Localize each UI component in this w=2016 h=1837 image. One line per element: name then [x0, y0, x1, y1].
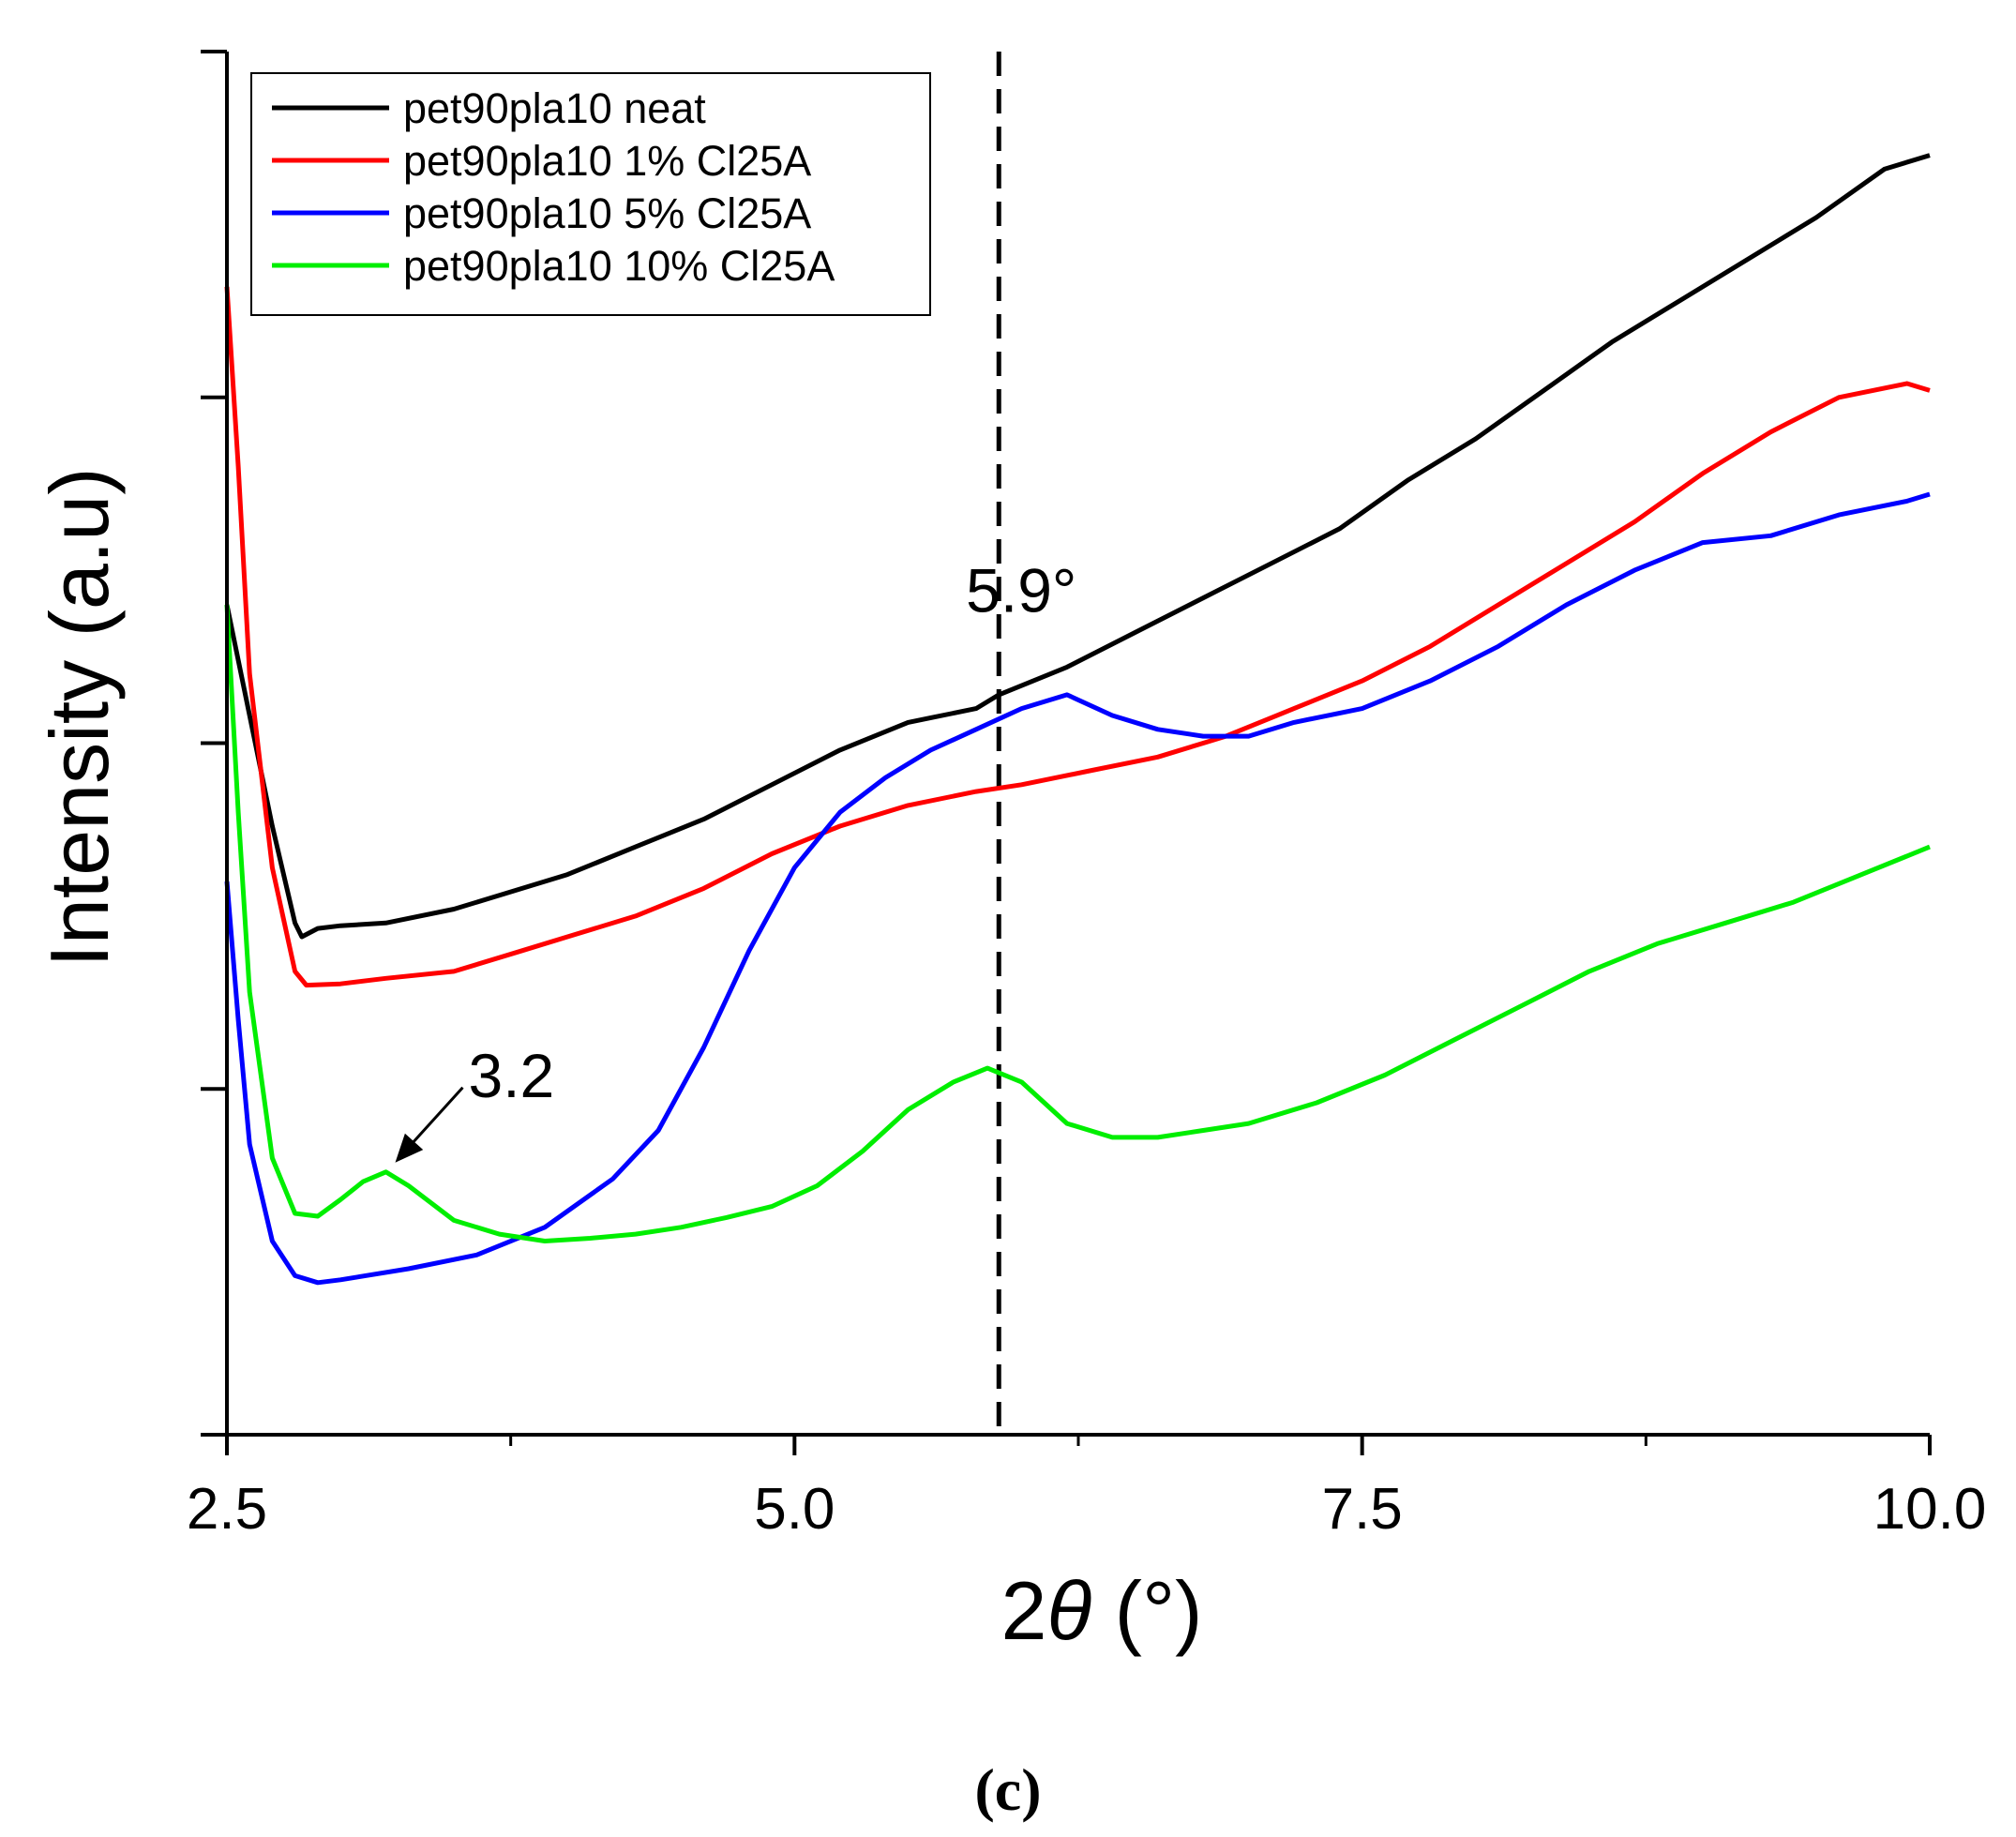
series-group: [224, 153, 1931, 1286]
annotation-3-2: 3.2: [468, 1041, 554, 1110]
x-axis-label-prefix: 2: [1001, 1564, 1047, 1657]
annotation-arrow: [407, 1086, 464, 1149]
x-axis-label-variable: θ: [1046, 1564, 1091, 1657]
annotation-5-9-degrees: 5.9°: [966, 555, 1076, 625]
ticks: 2.5 5.0 7.5 10.0: [187, 50, 1987, 1542]
series-line-3: [224, 491, 1931, 1286]
legend-frame: [250, 72, 931, 316]
series-line-4: [224, 604, 1931, 1243]
x-tick-label: 10.0: [1873, 1477, 1987, 1542]
legend-label-1: pet90pla10 neat: [403, 84, 706, 132]
x-axis-label-unit: (°): [1091, 1564, 1202, 1657]
y-axis-label: Intensity (a.u): [33, 467, 126, 967]
figure-caption: (c): [974, 1756, 1041, 1823]
x-tick-label: 7.5: [1322, 1477, 1403, 1542]
legend-label-3: pet90pla10 5% Cl25A: [403, 189, 811, 237]
legend-label-2: pet90pla10 1% Cl25A: [403, 137, 811, 185]
series-line-2: [224, 286, 1931, 988]
series-line-1: [224, 153, 1931, 940]
legend-label-4: pet90pla10 10% Cl25A: [403, 242, 835, 290]
x-axis-label: 2θ (°): [1001, 1564, 1203, 1657]
x-tick-label: 5.0: [754, 1477, 835, 1542]
annotation-arrowhead: [395, 1133, 424, 1163]
x-tick-label: 2.5: [187, 1477, 267, 1542]
